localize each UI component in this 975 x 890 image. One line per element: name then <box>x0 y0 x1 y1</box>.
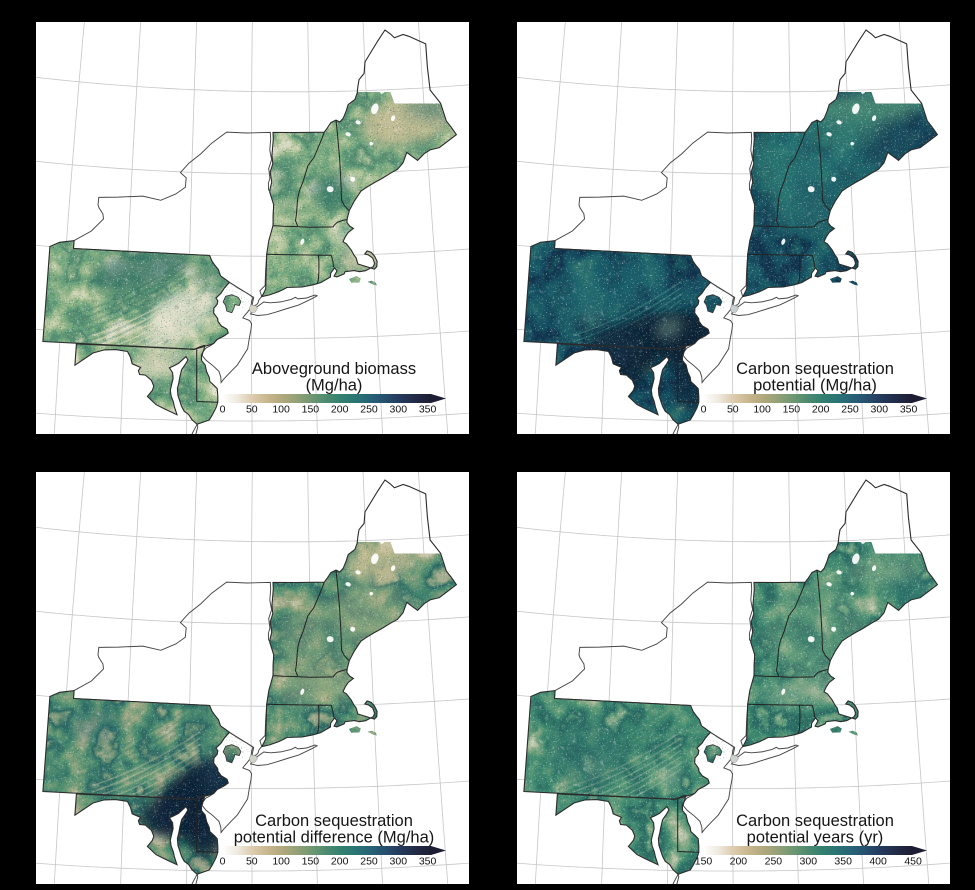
svg-text:50: 50 <box>246 856 258 868</box>
svg-text:0: 0 <box>701 404 707 416</box>
svg-text:300: 300 <box>390 856 408 868</box>
svg-text:200: 200 <box>730 856 748 868</box>
svg-text:150: 150 <box>302 404 320 416</box>
svg-text:100: 100 <box>272 404 290 416</box>
svg-text:300: 300 <box>871 404 889 416</box>
svg-text:potential (Mg/ha): potential (Mg/ha) <box>753 377 877 395</box>
svg-text:100: 100 <box>272 856 290 868</box>
svg-text:Carbon sequestration: Carbon sequestration <box>255 812 413 830</box>
svg-text:Carbon sequestration: Carbon sequestration <box>736 360 894 378</box>
svg-text:250: 250 <box>765 856 783 868</box>
svg-text:200: 200 <box>331 404 349 416</box>
svg-text:Aboveground biomass: Aboveground biomass <box>252 360 416 378</box>
svg-text:250: 250 <box>360 856 378 868</box>
svg-text:(Mg/ha): (Mg/ha) <box>306 377 363 395</box>
svg-text:100: 100 <box>753 404 771 416</box>
svg-text:200: 200 <box>812 404 830 416</box>
svg-text:50: 50 <box>727 404 739 416</box>
svg-text:potential difference (Mg/ha): potential difference (Mg/ha) <box>234 829 435 847</box>
svg-text:300: 300 <box>800 856 818 868</box>
svg-text:400: 400 <box>869 856 887 868</box>
svg-text:0: 0 <box>220 404 226 416</box>
svg-text:potential years (yr): potential years (yr) <box>747 829 884 847</box>
svg-text:350: 350 <box>900 404 918 416</box>
svg-text:150: 150 <box>695 856 713 868</box>
svg-text:300: 300 <box>390 404 408 416</box>
svg-text:350: 350 <box>419 856 437 868</box>
svg-text:150: 150 <box>302 856 320 868</box>
svg-text:250: 250 <box>841 404 859 416</box>
svg-text:450: 450 <box>904 856 922 868</box>
svg-text:200: 200 <box>331 856 349 868</box>
svg-text:350: 350 <box>419 404 437 416</box>
svg-text:150: 150 <box>783 404 801 416</box>
svg-text:0: 0 <box>220 856 226 868</box>
svg-text:Carbon sequestration: Carbon sequestration <box>736 812 894 830</box>
svg-text:350: 350 <box>834 856 852 868</box>
svg-text:50: 50 <box>246 404 258 416</box>
svg-text:250: 250 <box>360 404 378 416</box>
